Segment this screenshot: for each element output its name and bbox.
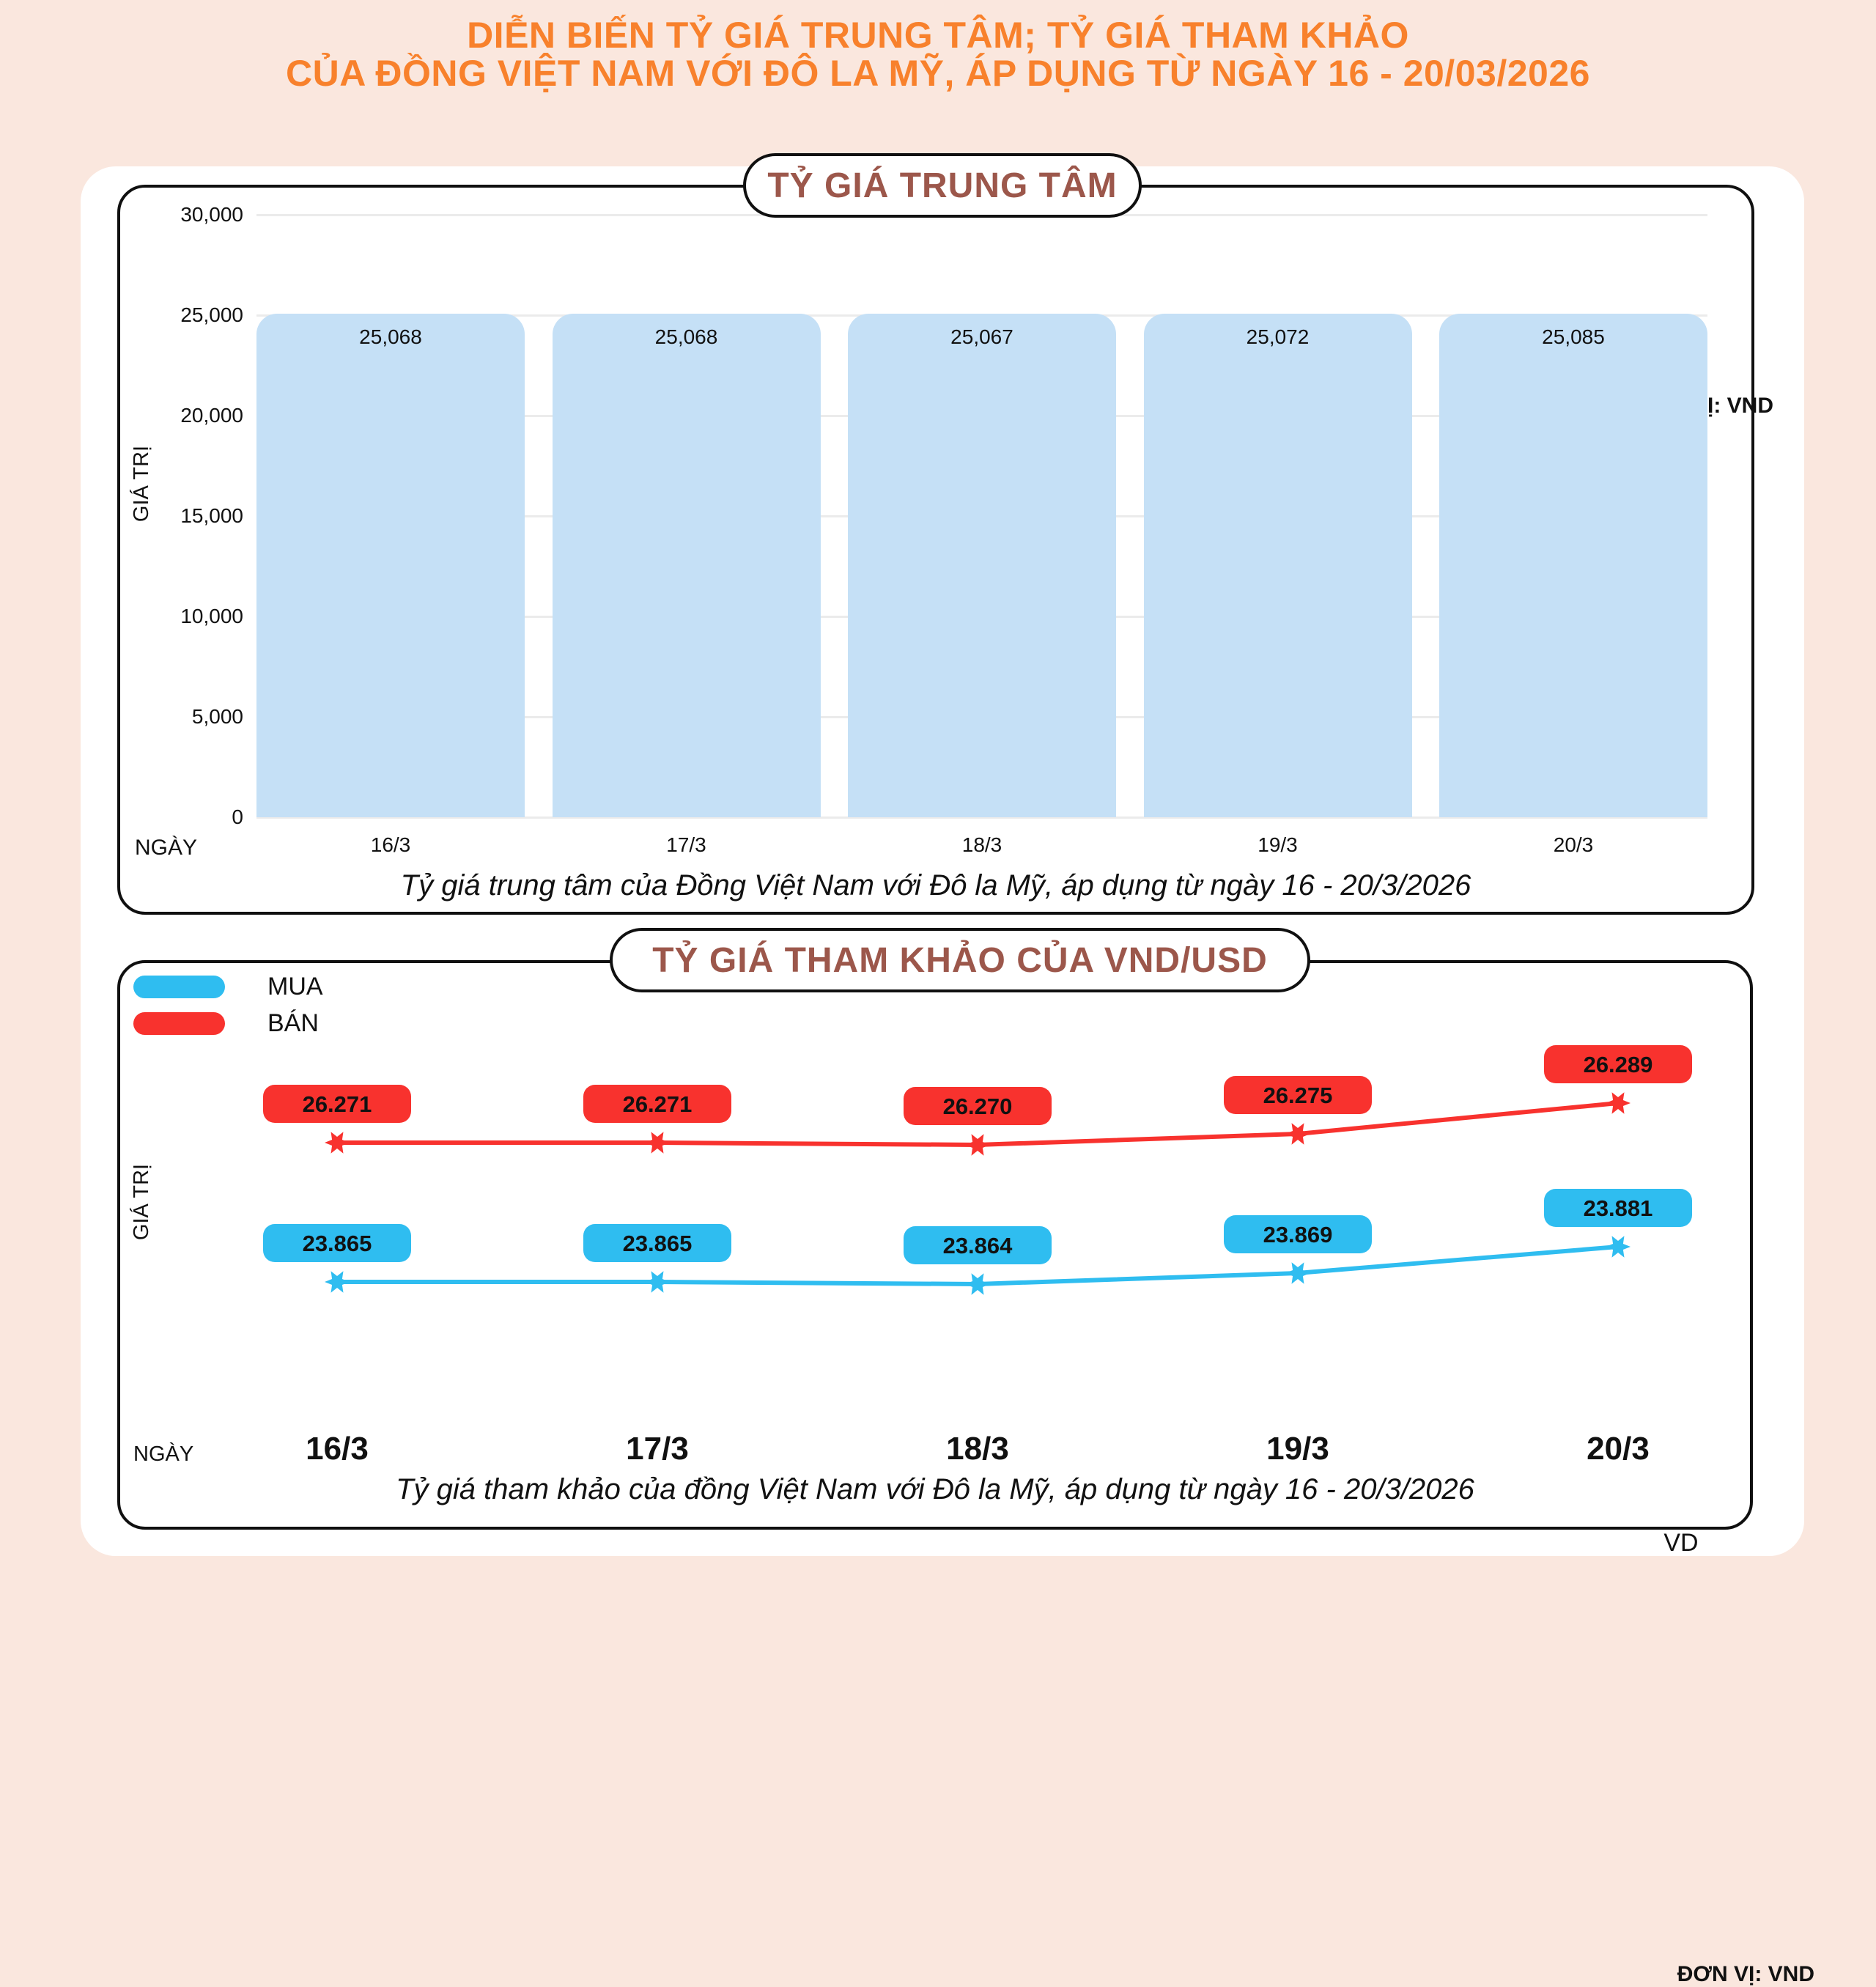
legend-item-sell: BÁN [133,1009,319,1037]
infographic-page: DIỄN BIẾN TỶ GIÁ TRUNG TÂM; TỶ GIÁ THAM … [81,15,1814,1986]
value-label-text: 23.864 [943,1233,1013,1258]
bar-value-label: 25,085 [1542,325,1605,348]
value-label-text: 26.275 [1263,1083,1333,1108]
value-label-box-BÁN [1224,1076,1372,1114]
line-marker-MUA [325,1271,350,1293]
y-tick-label: 5,000 [191,705,243,728]
line-marker-BÁN [965,1134,990,1156]
line-x-tick-label: 20/3 [1587,1431,1650,1467]
chart2-x-axis-title: NGÀY [133,1442,194,1466]
bar-value-label: 25,067 [950,325,1013,349]
bar-18/3: 25,067 [848,314,1116,817]
gridline [256,816,1707,819]
central-rate-badge: TỶ GIÁ TRUNG TÂM [743,153,1142,218]
value-label-text: 23.869 [1263,1222,1333,1247]
line-marker-BÁN [1285,1123,1310,1145]
line-marker-MUA [1606,1236,1631,1258]
sell-legend-label: BÁN [267,1009,319,1037]
value-label-box-MUA [1544,1189,1692,1227]
line-marker-MUA [645,1271,670,1293]
chart2-caption: Tỷ giá tham khảo của đồng Việt Nam với Đ… [396,1473,1474,1505]
value-label-box-BÁN [583,1085,731,1123]
value-label-text: 26.271 [303,1091,372,1117]
y-tick-label: 15,000 [180,504,243,527]
line-marker-BÁN [325,1132,350,1154]
line-x-tick-label: 18/3 [946,1431,1009,1467]
page-title-line-2: CỦA ĐỒNG VIỆT NAM VỚI ĐÔ LA MỸ, ÁP DỤNG … [286,53,1590,94]
value-label-text: 23.881 [1584,1195,1653,1221]
x-tick-label: 18/3 [961,833,1002,856]
line-marker-BÁN [645,1132,670,1154]
y-tick-label: 30,000 [180,203,243,226]
bar-20/3: 25,085 [1439,313,1707,817]
sell-legend-swatch [133,1011,225,1035]
x-tick-label: 16/3 [370,833,411,856]
line-marker-BÁN [1606,1092,1631,1114]
line-marker-MUA [965,1273,990,1295]
bar-value-label: 25,068 [359,325,422,349]
value-label-box-BÁN [1544,1045,1692,1083]
chart1-x-axis-title: NGÀY [135,836,198,860]
y-tick-label: 20,000 [180,404,243,427]
value-label-box-MUA [1224,1215,1372,1253]
line-x-tick-label: 19/3 [1266,1431,1329,1467]
line-chart-svg: 23.865 23.865 23.864 23.869 23.881 26.271 26.2… [263,1045,1692,1295]
y-tick-label: 25,000 [180,303,243,326]
bar-19/3: 25,072 [1143,314,1412,817]
value-label-box-MUA [904,1226,1052,1264]
value-label-box-BÁN [263,1085,411,1123]
chart1-y-axis-title: GIÁ TRỊ [130,445,153,523]
bar-value-label: 25,072 [1246,325,1310,349]
bar-value-label: 25,068 [654,325,718,349]
bar-chart-plot: 0 5,000 10,000 15,000 20,000 25,000 30,000 25,0… [180,203,1707,856]
legend-item-buy: MUA [133,973,323,1000]
x-tick-label: 20/3 [1553,833,1594,856]
value-label-text: 26.271 [623,1091,693,1117]
chart1-caption: Tỷ giá trung tâm của Đồng Việt Nam với Đ… [400,869,1471,902]
reference-rate-badge: TỶ GIÁ THAM KHẢO CỦA VND/USD [610,928,1310,992]
reference-rate-badge-text: TỶ GIÁ THAM KHẢO CỦA VND/USD [652,940,1268,980]
value-label-text: 23.865 [623,1231,693,1256]
chart2-unit-label: ĐƠN VỊ: VND [1677,1962,1814,1986]
value-label-text: 23.865 [303,1231,372,1256]
y-tick-label: 10,000 [180,605,243,627]
author-initials: VD [1663,1529,1699,1557]
line-marker-MUA [1285,1262,1310,1284]
x-tick-label: 19/3 [1258,833,1298,856]
buy-legend-label: MUA [267,972,323,1000]
value-label-box-MUA [263,1224,411,1262]
central-rate-badge-text: TỶ GIÁ TRUNG TÂM [767,166,1118,205]
bar-16/3: 25,068 [256,314,525,817]
value-label-text: 26.289 [1584,1052,1653,1077]
y-tick-label: 0 [232,806,243,828]
line-x-tick-label: 16/3 [306,1431,369,1467]
bar-17/3: 25,068 [552,314,821,817]
value-label-box-MUA [583,1224,731,1262]
line-x-tick-label: 17/3 [626,1431,689,1467]
buy-legend-swatch [133,975,225,998]
value-label-text: 26.270 [943,1094,1013,1119]
x-tick-label: 17/3 [666,833,706,856]
value-label-box-BÁN [904,1087,1052,1125]
page-title-line-1: DIỄN BIẾN TỶ GIÁ TRUNG TÂM; TỶ GIÁ THAM … [467,15,1409,56]
